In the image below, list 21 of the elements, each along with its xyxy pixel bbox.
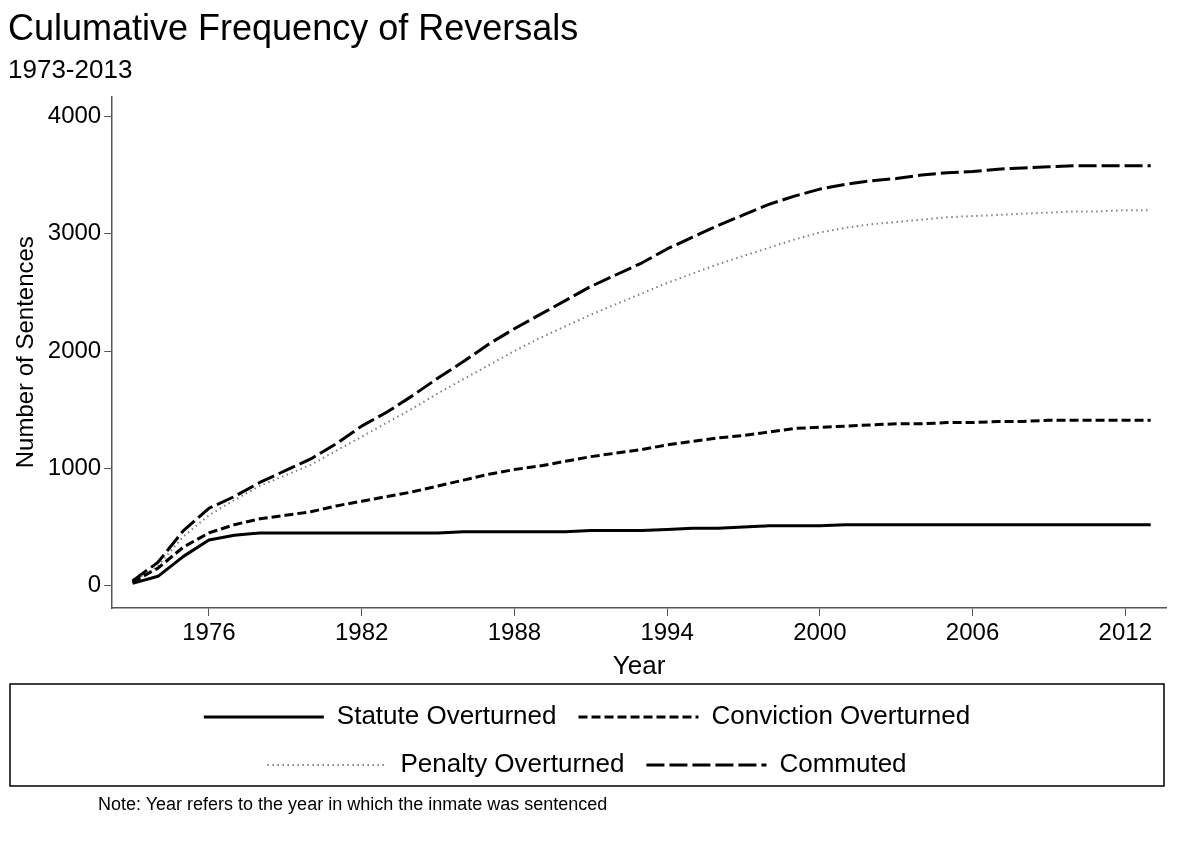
y-tick-label: 0 (87, 570, 102, 598)
y-tick-label: 4000 (47, 100, 102, 128)
y-tick-label: 3000 (47, 218, 102, 246)
y-axis-title: Number of Sentences (11, 236, 39, 469)
x-tick-label: 2006 (945, 618, 1000, 646)
x-tick-label: 1976 (182, 618, 236, 646)
y-tick-label: 2000 (47, 335, 102, 363)
x-tick-label: 1988 (487, 618, 542, 646)
y-tick-label: 1000 (47, 452, 102, 480)
legend-label: Conviction Overturned (711, 700, 971, 731)
x-tick-label: 2012 (1098, 618, 1152, 646)
chart-subtitle: 1973-2013 (8, 53, 133, 84)
chart-title: Culumative Frequency of Reversals (8, 6, 579, 48)
legend-label: Statute Overturned (336, 700, 557, 731)
text: Note: Year refers to the year in which the inmate was sentenced (98, 794, 609, 815)
x-tick-label: 1994 (640, 618, 694, 646)
legend-label: Commuted (779, 748, 907, 779)
x-tick-label: 1982 (334, 618, 389, 646)
x-tick-label: 2000 (793, 618, 847, 646)
x-axis-title: Year (612, 649, 666, 680)
legend-label: Penalty Overturned (400, 748, 625, 779)
